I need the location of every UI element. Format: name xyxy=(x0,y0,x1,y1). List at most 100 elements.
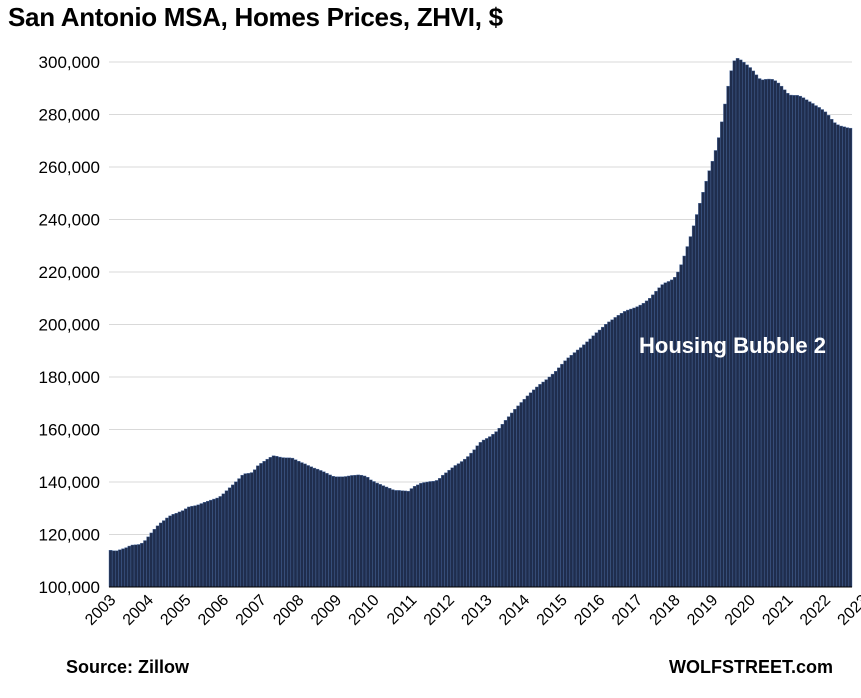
bar xyxy=(384,486,389,588)
bar xyxy=(419,483,423,588)
bar xyxy=(626,309,630,588)
bar xyxy=(115,550,119,588)
bar xyxy=(842,126,846,588)
bar xyxy=(300,462,304,588)
x-tick-label: 2016 xyxy=(571,592,608,629)
bar xyxy=(716,137,721,588)
bar xyxy=(528,392,533,588)
bar xyxy=(318,470,323,588)
bar xyxy=(579,347,583,588)
bar xyxy=(848,127,853,588)
bar xyxy=(425,481,429,588)
x-tick-label: 2018 xyxy=(647,592,684,629)
y-tick-label: 160,000 xyxy=(39,421,100,440)
bar xyxy=(485,438,489,588)
bar xyxy=(566,357,571,588)
bar xyxy=(184,508,188,588)
bar xyxy=(513,409,517,588)
x-tick-label: 2008 xyxy=(270,592,307,629)
bar xyxy=(108,550,113,588)
bar xyxy=(296,461,301,588)
bar xyxy=(532,389,536,588)
bar xyxy=(375,482,379,588)
bar xyxy=(234,481,238,588)
bar xyxy=(422,482,426,588)
bar xyxy=(246,473,251,588)
bar xyxy=(560,363,564,588)
bar xyxy=(516,405,520,588)
bar xyxy=(610,319,614,588)
bar xyxy=(409,488,414,588)
x-tick-label: 2014 xyxy=(496,592,533,629)
bar xyxy=(732,60,737,588)
bar xyxy=(162,520,166,588)
bar xyxy=(231,484,235,588)
bar xyxy=(359,474,364,588)
bar xyxy=(553,371,558,588)
bar xyxy=(494,431,498,588)
bar xyxy=(309,466,313,588)
bar xyxy=(669,279,674,588)
bar xyxy=(127,545,132,588)
bar xyxy=(547,376,552,588)
bar xyxy=(284,457,288,588)
bar xyxy=(450,467,455,588)
bar xyxy=(387,488,392,588)
bar xyxy=(616,315,621,588)
bar xyxy=(591,335,596,588)
bar xyxy=(168,515,172,588)
brand-watermark: WOLFSTREET.com xyxy=(668,657,833,677)
y-tick-label: 300,000 xyxy=(39,53,100,72)
bar xyxy=(334,476,339,588)
bar xyxy=(506,416,511,588)
x-tick-label: 2003 xyxy=(82,592,119,629)
bar xyxy=(287,457,292,588)
annotation-housing-bubble: Housing Bubble 2 xyxy=(639,333,826,358)
bar xyxy=(271,455,276,588)
bar xyxy=(488,436,492,588)
bar xyxy=(713,150,718,588)
bar xyxy=(293,459,298,588)
bar xyxy=(535,386,539,588)
bar xyxy=(481,439,486,588)
y-axis: 100,000 120,000 140,000 160,000 180,000 200,0… xyxy=(39,53,100,597)
bar xyxy=(503,420,508,588)
bar xyxy=(215,497,219,588)
bar xyxy=(738,59,743,588)
bar xyxy=(845,127,850,588)
bar xyxy=(312,467,317,588)
y-tick-label: 280,000 xyxy=(39,106,100,125)
bar xyxy=(369,479,373,588)
x-tick-label: 2020 xyxy=(722,592,759,629)
bar xyxy=(390,489,395,588)
bar xyxy=(137,544,141,588)
bar xyxy=(372,481,376,588)
y-tick-label: 180,000 xyxy=(39,368,100,387)
bar xyxy=(632,307,636,588)
bar xyxy=(331,476,335,588)
bar xyxy=(594,332,599,588)
bar xyxy=(754,74,759,588)
bar xyxy=(209,499,213,588)
bar xyxy=(274,456,279,588)
bar xyxy=(453,465,458,588)
bar xyxy=(259,463,263,588)
bar xyxy=(158,522,163,588)
bar xyxy=(475,445,480,588)
bar xyxy=(544,379,549,588)
bar xyxy=(688,236,693,588)
bar xyxy=(187,506,191,588)
bar xyxy=(572,352,577,588)
bar xyxy=(199,503,204,588)
x-tick-label: 2012 xyxy=(421,592,458,629)
x-tick-label: 2022 xyxy=(797,592,834,629)
bar xyxy=(729,70,734,588)
bar xyxy=(619,313,624,588)
x-tick-label: 2010 xyxy=(346,592,383,629)
x-axis: 2003 2004 2005 2006 2007 2008 2009 2010 2011 2012… xyxy=(82,592,861,629)
bar xyxy=(340,476,345,588)
bar xyxy=(227,487,232,588)
bar xyxy=(253,469,257,588)
bar xyxy=(597,329,602,588)
